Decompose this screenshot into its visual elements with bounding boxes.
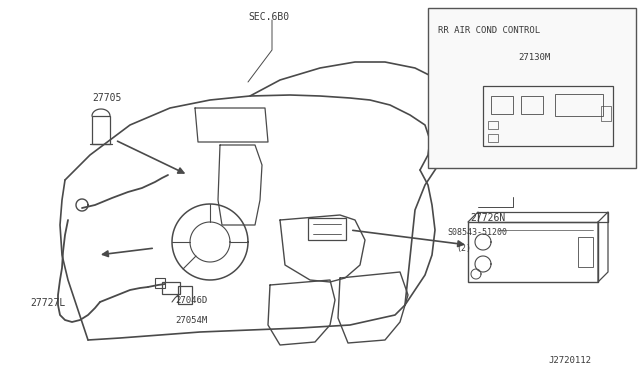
Bar (178, 286, 192, 304)
Bar (521, 96, 543, 114)
Bar (483, 86, 613, 146)
Bar (92, 116, 110, 144)
Text: 27130M: 27130M (518, 53, 550, 62)
Text: 27726N: 27726N (470, 213, 505, 223)
Bar (468, 222, 598, 282)
Text: RR AIR COND CONTROL: RR AIR COND CONTROL (438, 26, 540, 35)
Bar (488, 134, 498, 142)
Text: S08543-51200: S08543-51200 (447, 228, 507, 237)
Bar (162, 282, 180, 294)
Bar (428, 8, 636, 168)
Text: 27705: 27705 (92, 93, 122, 103)
Bar (488, 121, 498, 129)
Text: (2): (2) (456, 244, 471, 253)
Bar (555, 94, 603, 116)
Text: 27046D: 27046D (175, 296, 207, 305)
Text: J2720112: J2720112 (548, 356, 591, 365)
Bar (155, 278, 165, 288)
Text: 27727L: 27727L (30, 298, 65, 308)
Bar (578, 237, 593, 267)
Bar (308, 218, 346, 240)
Bar (601, 106, 611, 121)
Text: SEC.6B0: SEC.6B0 (248, 12, 289, 22)
Bar (491, 96, 513, 114)
Text: 27054M: 27054M (175, 316, 207, 325)
